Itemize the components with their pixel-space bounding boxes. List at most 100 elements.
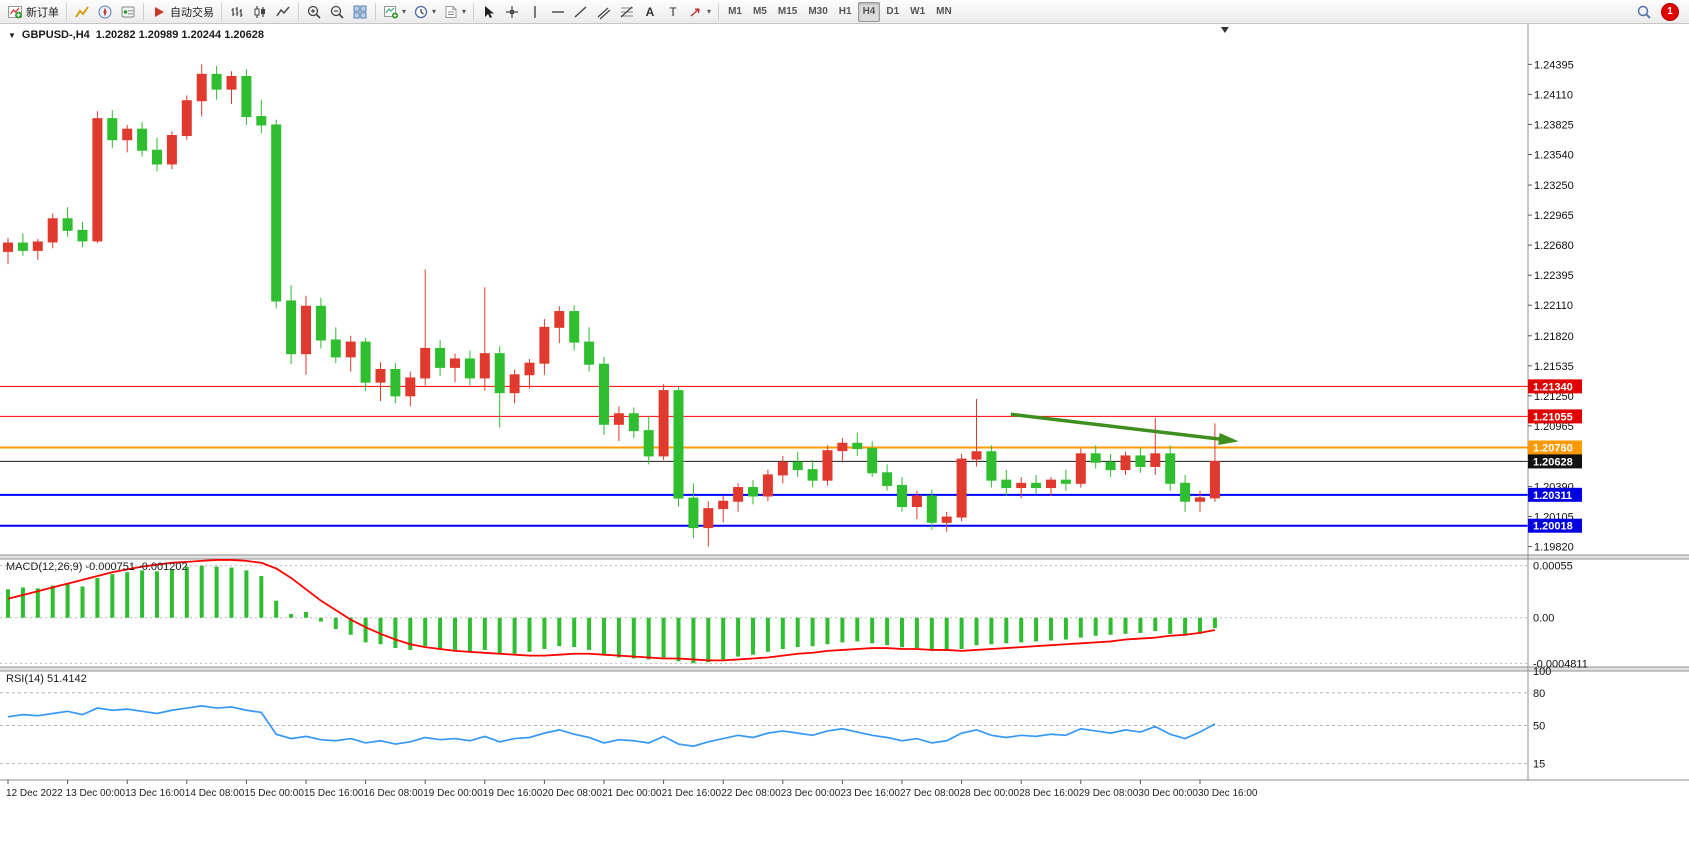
zoom-out-icon (329, 4, 345, 20)
timeframe-button-m5[interactable]: M5 (748, 2, 772, 22)
candle-body (181, 100, 192, 137)
bar-chart-button[interactable] (226, 2, 248, 22)
macd-histogram-bar (1108, 617, 1113, 635)
candle-body (613, 413, 624, 425)
svg-text:A: A (646, 5, 655, 19)
candle-body (584, 341, 595, 365)
candle-body (122, 128, 133, 141)
text-tool-button[interactable]: A (639, 2, 661, 22)
zoom-in-button[interactable] (303, 2, 325, 22)
macd-histogram-bar (527, 617, 532, 652)
cursor-tool-button[interactable] (478, 2, 500, 22)
macd-histogram-bar (140, 570, 145, 618)
new-order-button[interactable]: 新订单 (4, 2, 62, 22)
market-watch-button[interactable] (71, 2, 93, 22)
rsi-axis-label: 50 (1533, 721, 1545, 733)
macd-histogram-bar (289, 613, 294, 618)
macd-histogram-bar (1063, 617, 1068, 640)
quote-collapse-icon[interactable]: ▼ (8, 30, 16, 40)
quote-symbol-period: GBPUSD-,H4 (21, 29, 90, 41)
tile-windows-button[interactable] (349, 2, 371, 22)
macd-histogram-bar (1019, 617, 1024, 643)
candle-body (152, 149, 162, 165)
horizontal-line-tool-button[interactable] (547, 2, 569, 22)
price-axis-label: 1.24395 (1534, 59, 1574, 71)
candle-body (986, 451, 997, 481)
macd-histogram-bar (885, 617, 890, 646)
indicators-button[interactable]: ▾ (380, 2, 409, 22)
vertical-line-tool-button[interactable] (524, 2, 546, 22)
candle-body (330, 339, 341, 358)
timeframe-button-w1[interactable]: W1 (905, 2, 930, 22)
candle-body (971, 451, 982, 460)
candle-body (1090, 453, 1101, 463)
template-icon (443, 4, 459, 20)
candle-body (435, 347, 446, 368)
macd-histogram-bar (1093, 617, 1098, 636)
timeframe-button-mn[interactable]: MN (931, 2, 957, 22)
templates-button[interactable]: ▾ (440, 2, 469, 22)
auto-trading-button[interactable]: 自动交易 (148, 2, 217, 22)
timeframe-button-h4[interactable]: H4 (857, 1, 881, 22)
candle-body (62, 218, 73, 231)
macd-histogram-bar (1004, 617, 1009, 644)
macd-histogram-bar (378, 617, 383, 645)
macd-histogram-bar (1123, 617, 1128, 634)
macd-histogram-bar (691, 617, 696, 664)
search-button[interactable] (1633, 2, 1655, 22)
timeframe-button-m1[interactable]: M1 (723, 2, 747, 22)
macd-histogram-bar (557, 617, 562, 647)
timeframe-group: M1 M5 M15 M30 H1 H4 D1 W1 MN (723, 1, 957, 22)
channel-tool-button[interactable] (593, 2, 615, 22)
line-chart-button[interactable] (272, 2, 294, 22)
candle-body (733, 487, 744, 502)
candle-body (211, 73, 222, 90)
time-axis-label: 23 Dec 00:00 (781, 788, 841, 799)
candle-body (897, 484, 907, 508)
trend-arrow-head[interactable] (1218, 433, 1239, 445)
crosshair-tool-button[interactable] (501, 2, 523, 22)
timeframe-button-h1[interactable]: H1 (834, 2, 857, 22)
candle-body (926, 495, 937, 523)
timeframe-button-m30[interactable]: M30 (803, 2, 832, 22)
pane-separator[interactable] (0, 555, 1689, 559)
candle-body (1001, 479, 1012, 489)
trend-arrow-line[interactable] (1010, 412, 1233, 443)
pane-separator[interactable] (0, 667, 1689, 671)
clock-icon (413, 4, 429, 20)
chart-shift-marker[interactable] (1220, 27, 1229, 33)
candle-body (509, 374, 520, 394)
rsi-pane: 100 80 50 15 (0, 666, 1551, 771)
macd-histogram-bar (989, 617, 994, 645)
trendline-tool-button[interactable] (570, 2, 592, 22)
label-tool-button[interactable]: T (662, 2, 684, 22)
toolbar-separator (375, 3, 376, 20)
price-axis-label: 1.21820 (1534, 331, 1574, 343)
candle-body (1075, 453, 1086, 484)
macd-histogram-bar (274, 600, 279, 618)
fibonacci-tool-button[interactable] (616, 2, 638, 22)
candle-body (137, 128, 148, 151)
timeframe-button-m15[interactable]: M15 (773, 2, 802, 22)
macd-histogram-bar (408, 617, 413, 650)
label-icon: T (665, 4, 681, 20)
candle-body (524, 362, 535, 376)
chart-window: 0.00055 0.00 -0.0004811 100 80 50 15 1.24395 1.2… (0, 24, 1689, 863)
periods-button[interactable]: ▾ (410, 2, 439, 22)
new-order-icon (7, 4, 23, 20)
arrows-tool-button[interactable]: ▾ (685, 2, 714, 22)
macd-histogram-bar (169, 569, 174, 618)
auto-trading-label: 自动交易 (170, 6, 214, 19)
navigator-button[interactable] (94, 2, 116, 22)
time-axis-label: 12 Dec 2022 (6, 788, 63, 799)
terminal-button[interactable] (117, 2, 139, 22)
candle-body (1135, 455, 1146, 467)
candlestick-chart-button[interactable] (249, 2, 271, 22)
candle-body (360, 341, 371, 383)
macd-histogram-bar (616, 617, 621, 658)
notification-badge[interactable]: 1 (1661, 2, 1679, 21)
price-tag (1528, 379, 1582, 394)
zoom-out-button[interactable] (326, 2, 348, 22)
timeframe-button-d1[interactable]: D1 (881, 2, 904, 22)
